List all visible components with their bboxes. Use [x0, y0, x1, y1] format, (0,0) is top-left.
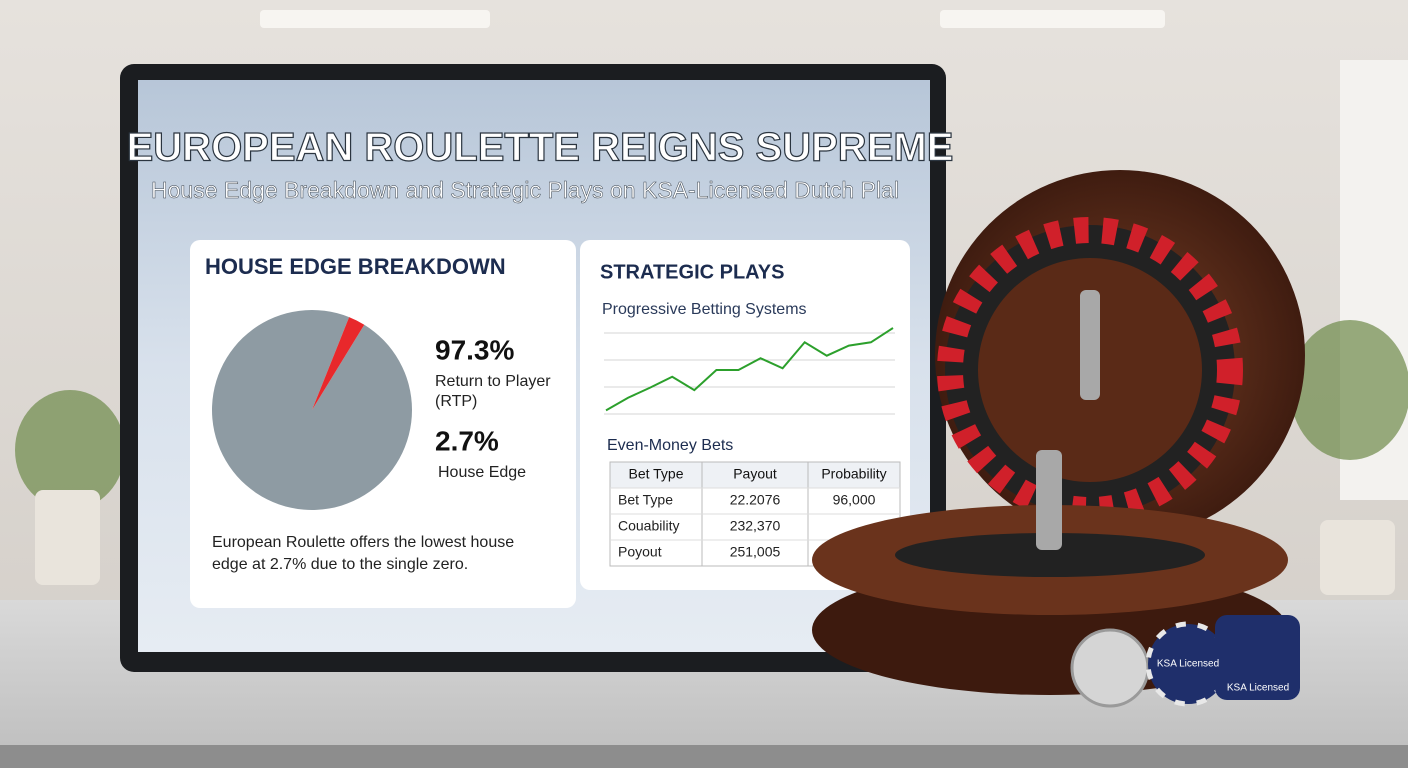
line-series [605, 327, 894, 412]
chip-label: KSA Licensed [1157, 659, 1219, 670]
panel-title: STRATEGIC PLAYS [600, 261, 784, 283]
table-cell: Bet Type [618, 492, 673, 508]
chart-subtitle: Progressive Betting Systems [602, 301, 807, 318]
legend-label: House Edge [438, 464, 526, 481]
plant [1290, 320, 1408, 460]
table-cell: Couability [618, 518, 679, 534]
subtitle: House Edge Breakdown and Strategic Plays… [151, 177, 899, 203]
table-cell: 22.2076 [730, 492, 781, 508]
pie-slice [211, 310, 412, 510]
pot [35, 490, 100, 585]
legend-box: Return to Player (RTP) [435, 373, 551, 410]
ceiling-light [940, 10, 1165, 28]
legend-label: Return to Player (RTP) [435, 373, 551, 410]
line-chart [605, 327, 894, 412]
note: European Roulette offers the lowest hous… [212, 534, 515, 573]
ceiling-light [260, 10, 490, 28]
table-cell: 251,005 [730, 544, 781, 560]
panel-title: HOUSE EDGE BREAKDOWN [205, 254, 506, 279]
roulette-wheel [812, 170, 1305, 695]
table: Bet Type Payout Probability Bet Type 22.2076… [609, 461, 901, 567]
table-header: Probability [821, 466, 886, 482]
desk-edge [0, 745, 1408, 768]
pot [1320, 520, 1395, 595]
table-cell: Poyout [618, 544, 662, 560]
value-label: 97.3% [435, 334, 514, 365]
table-header-bg [609, 461, 901, 489]
title: EUROPEAN ROULETTE REIGNS SUPREME [127, 126, 954, 170]
note-box: European Roulette offers the lowest hous… [212, 534, 515, 573]
table-header: Bet Type [628, 466, 683, 482]
table-cell: 96,000 [833, 492, 876, 508]
table-title: Even-Money Bets [607, 437, 733, 454]
plant [15, 390, 125, 510]
pie-slice [312, 317, 365, 410]
table-header: Payout [733, 466, 777, 482]
pie-chart [211, 310, 412, 510]
value-label: 2.7% [435, 425, 499, 456]
chips [1070, 615, 1300, 708]
table-cell: 232,370 [730, 518, 781, 534]
chip-label: KSA Licensed [1227, 683, 1289, 694]
